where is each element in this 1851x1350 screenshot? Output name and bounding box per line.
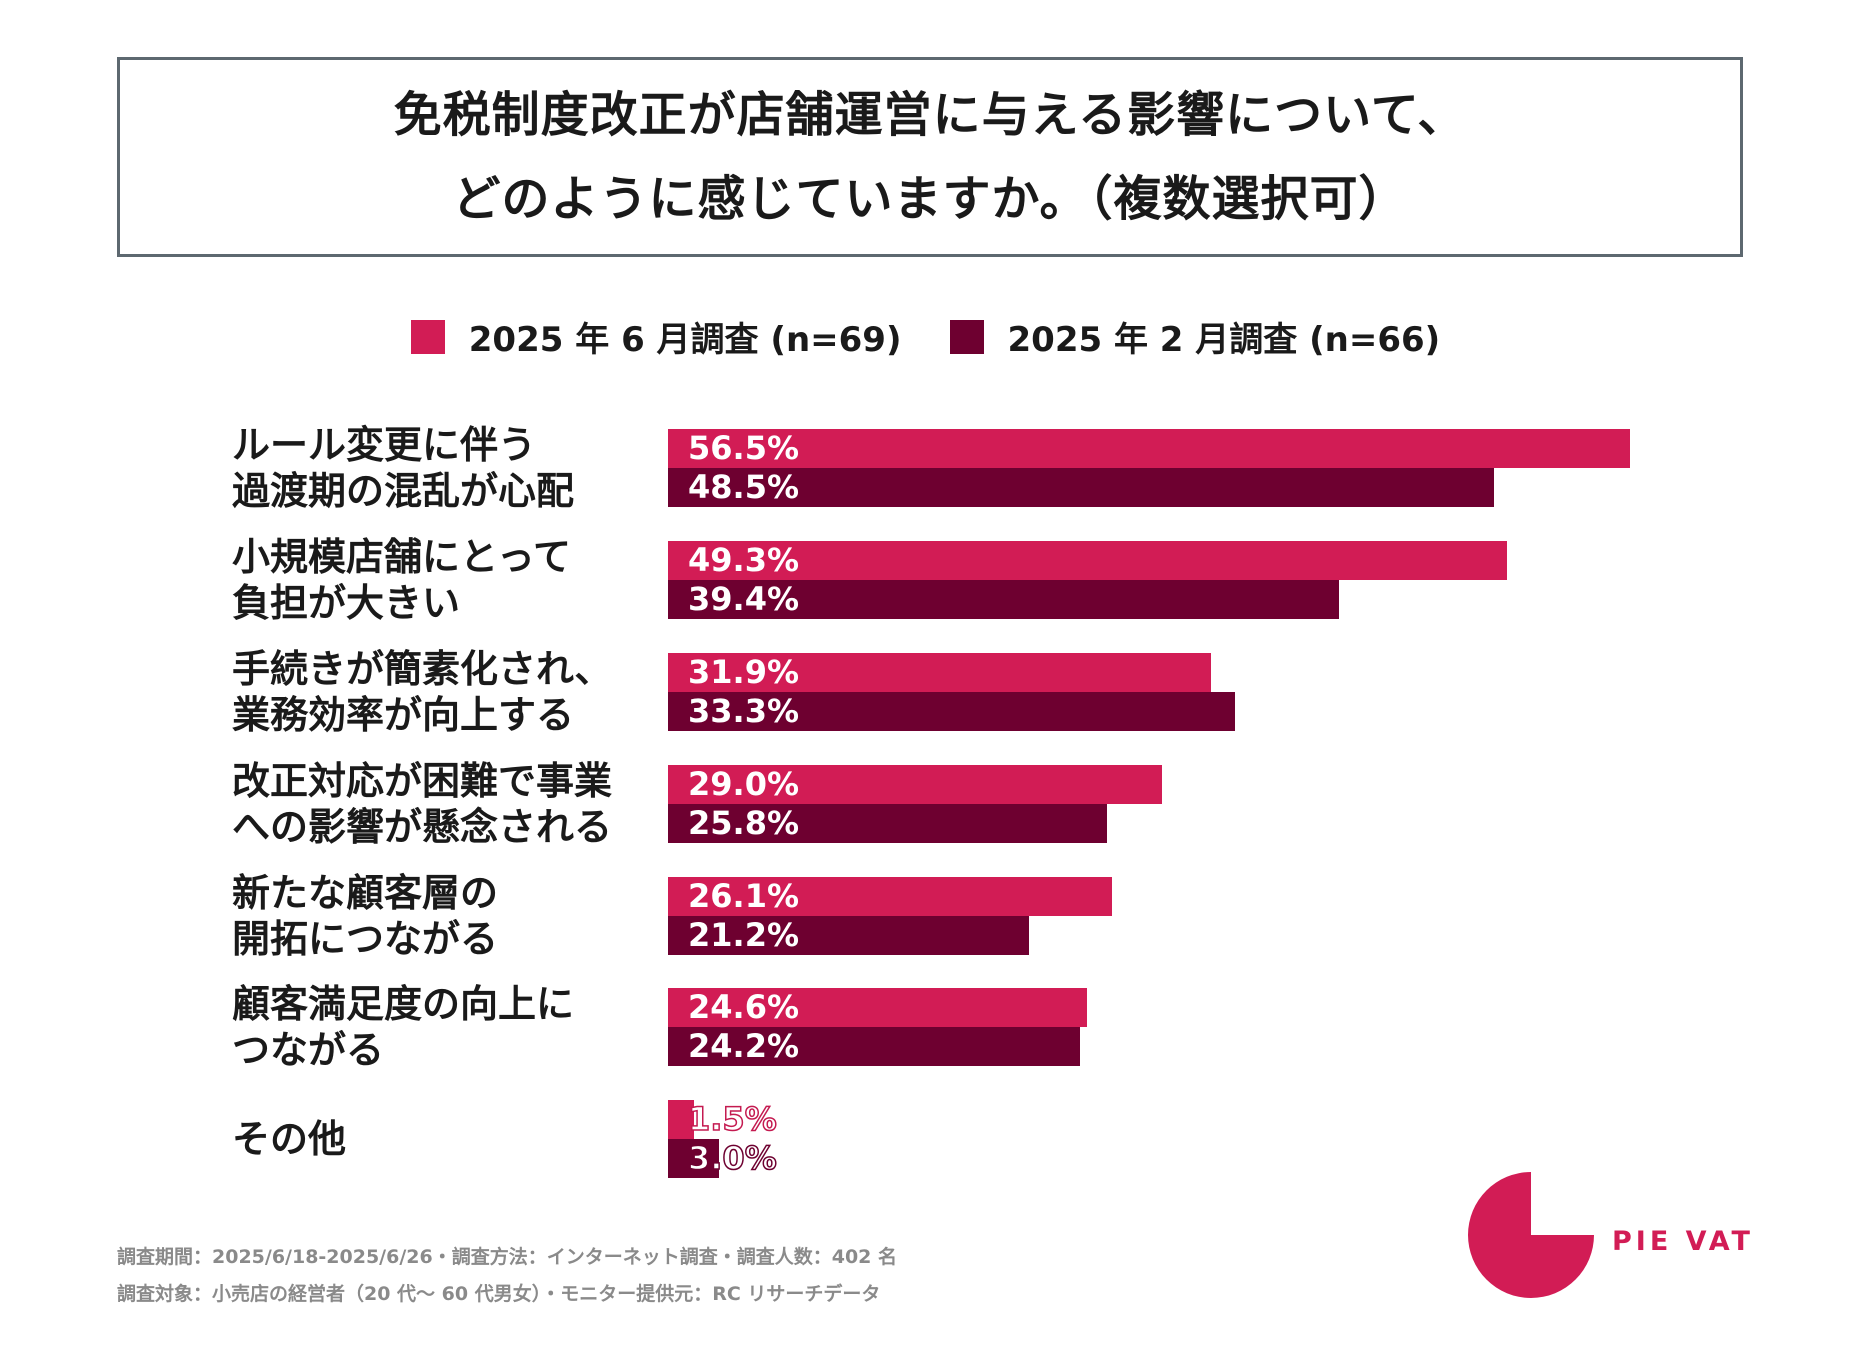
category-label-line: 負担が大きい [232, 581, 461, 625]
bar-february [668, 468, 1494, 507]
bar-february [668, 1027, 1081, 1066]
legend: 2025 年 6 月調査 (n=69) 2025 年 2 月調査 (n=66) [0, 312, 1851, 361]
bar-value-label: 49.3% [688, 541, 800, 579]
bar-value-label: 25.8% [688, 804, 800, 842]
bar-value-label: 3.0% [687, 1138, 777, 1178]
bar-value-label: 48.5% [688, 468, 800, 506]
bar-february [668, 804, 1108, 843]
bar-value-label: 33.3% [688, 692, 800, 730]
category-label: 新たな顧客層の 開拓につながる [232, 871, 652, 961]
category-label: ルール変更に伴う 過渡期の混乱が心配 [232, 423, 652, 513]
category-label-line: 過渡期の混乱が心配 [232, 469, 575, 513]
bar-february [668, 580, 1339, 619]
bar-value-label: 56.5% [688, 429, 800, 467]
category-label-line: 小規模店舗にとって [232, 535, 571, 579]
bar-june [668, 765, 1162, 804]
legend-item-february: 2025 年 2 月調査 (n=66) [949, 312, 1441, 361]
category-label: 手続きが簡素化され、 業務効率が向上する [232, 647, 652, 737]
legend-label-february: 2025 年 2 月調査 (n=66) [1007, 320, 1441, 360]
bar-value-label: 26.1% [688, 877, 800, 915]
chart-title-line-1: 免税制度改正が店舗運営に与える影響について、 [393, 87, 1467, 143]
legend-swatch-february [949, 319, 984, 354]
bar-june [668, 1100, 694, 1139]
bar-value-label: 1.5% [687, 1099, 777, 1139]
category-label-line: その他 [232, 1117, 347, 1161]
bar-february [668, 692, 1235, 731]
footer-survey-target: 調査対象：小売店の経営者（20 代～ 60 代男女）・モニター提供元：RC リサ… [117, 1283, 881, 1305]
bar-value-label: 21.2% [688, 916, 800, 954]
legend-item-june: 2025 年 6 月調査 (n=69) [410, 312, 902, 361]
pie-chart-logo-icon [1468, 1172, 1594, 1298]
logo-text: PIE VAT [1612, 1226, 1754, 1257]
bar-value-label: 39.4% [688, 580, 800, 618]
title-box: 免税制度改正が店舗運営に与える影響について、 どのように感じていますか。（複数選… [117, 57, 1743, 257]
legend-swatch-june [410, 319, 445, 354]
chart-title-line-2: どのように感じていますか。（複数選択可） [452, 171, 1408, 227]
bar-june [668, 541, 1508, 580]
legend-label-june: 2025 年 6 月調査 (n=69) [468, 320, 902, 360]
category-label-line: 業務効率が向上する [232, 693, 575, 737]
bar-june [668, 429, 1630, 468]
category-label-line: 開拓につながる [232, 917, 499, 961]
category-label-line: 新たな顧客層の [232, 871, 499, 915]
bar-february [668, 916, 1029, 955]
bar-june [668, 877, 1113, 916]
bar-june [668, 988, 1087, 1027]
category-label-line: 顧客満足度の向上に [232, 982, 575, 1026]
bar-value-label: 24.2% [688, 1027, 800, 1065]
category-label-line: つながる [232, 1028, 385, 1072]
category-label-line: への影響が懸念される [232, 805, 613, 849]
footer-survey-period: 調査期間：2025/6/18-2025/6/26・調査方法：インターネット調査・… [117, 1246, 898, 1268]
bar-value-label: 24.6% [688, 988, 800, 1026]
bar-june [668, 653, 1212, 692]
category-label: 小規模店舗にとって 負担が大きい [232, 535, 652, 625]
category-label-line: 改正対応が困難で事業 [232, 759, 613, 803]
category-label: 顧客満足度の向上に つながる [232, 982, 652, 1072]
bar-value-label: 29.0% [688, 765, 800, 803]
bar-february [668, 1139, 720, 1178]
category-label: その他 [232, 1094, 652, 1184]
category-label: 改正対応が困難で事業 への影響が懸念される [232, 759, 652, 849]
category-label-line: ルール変更に伴う [232, 423, 537, 467]
category-label-line: 手続きが簡素化され、 [232, 647, 613, 691]
bar-value-label: 31.9% [688, 653, 800, 691]
